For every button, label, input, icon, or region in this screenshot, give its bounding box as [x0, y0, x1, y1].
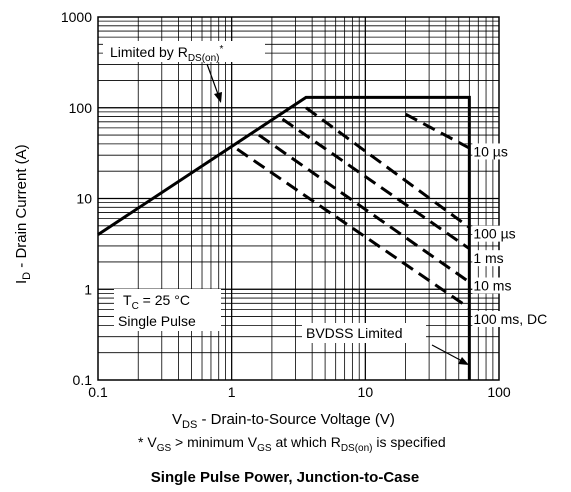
tc-label: TC = 25 °C	[123, 292, 190, 312]
pulse-line	[281, 117, 471, 250]
y-tick-label: 1	[84, 281, 92, 297]
limited-by-label-bg	[103, 41, 265, 62]
x-tick-label: 0.1	[88, 384, 108, 400]
pulse-label: 10 µs	[473, 143, 508, 159]
pulse-label-bg	[472, 311, 549, 328]
y-tick-label: 10	[76, 191, 92, 207]
pulse-line	[236, 147, 471, 310]
bvdss-label: BVDSS Limited	[306, 325, 402, 341]
y-tick-label: 0.1	[73, 372, 93, 388]
pulse-labels: 10 µs 100 µs 1 ms 10 ms 100 ms, DC	[472, 143, 549, 328]
pulse-line	[305, 106, 471, 229]
soa-boundary-line	[97, 95, 471, 380]
bvdss-pointer	[431, 344, 463, 362]
bvdss-arrowhead	[458, 357, 469, 365]
single-pulse-label: Single Pulse	[118, 313, 196, 329]
y-tick-labels: 0.1 1 10 100 1000	[61, 9, 92, 388]
pulse-label-bg	[472, 225, 517, 242]
pulse-lines	[236, 106, 471, 310]
footnote: * VGS > minimum VGS at which RDS(on) is …	[138, 434, 446, 454]
conditions-label-bg	[114, 289, 221, 331]
x-tick-label: 1	[228, 384, 236, 400]
pulse-label-bg	[472, 143, 509, 160]
chart-title: Single Pulse Power, Junction-to-Case	[151, 469, 419, 486]
pulse-label: 1 ms	[473, 250, 503, 266]
pulse-label: 100 µs	[473, 226, 515, 242]
limited-by-label: Limited by RDS(on)*	[110, 44, 224, 64]
x-axis-title: VDS - Drain-to-Source Voltage (V)	[172, 411, 395, 431]
y-axis-title: ID - Drain Current (A)	[13, 144, 33, 284]
pulse-label-bg	[472, 250, 505, 267]
y-tick-label: 100	[69, 100, 93, 116]
limited-by-arrowhead	[214, 92, 222, 103]
x-tick-labels: 0.1 1 10 100	[88, 384, 511, 400]
limited-by-pointer	[206, 63, 220, 98]
bvdss-label-bg	[302, 323, 426, 343]
pulse-label-bg	[472, 277, 513, 294]
x-tick-label: 10	[358, 384, 374, 400]
pulse-label: 10 ms	[473, 277, 511, 293]
pulse-label: 100 ms, DC	[473, 311, 547, 327]
pulse-line	[258, 133, 471, 284]
y-tick-label: 1000	[61, 9, 92, 25]
pulse-line	[404, 112, 471, 150]
x-tick-label: 100	[487, 384, 511, 400]
plot-frame	[97, 16, 500, 381]
